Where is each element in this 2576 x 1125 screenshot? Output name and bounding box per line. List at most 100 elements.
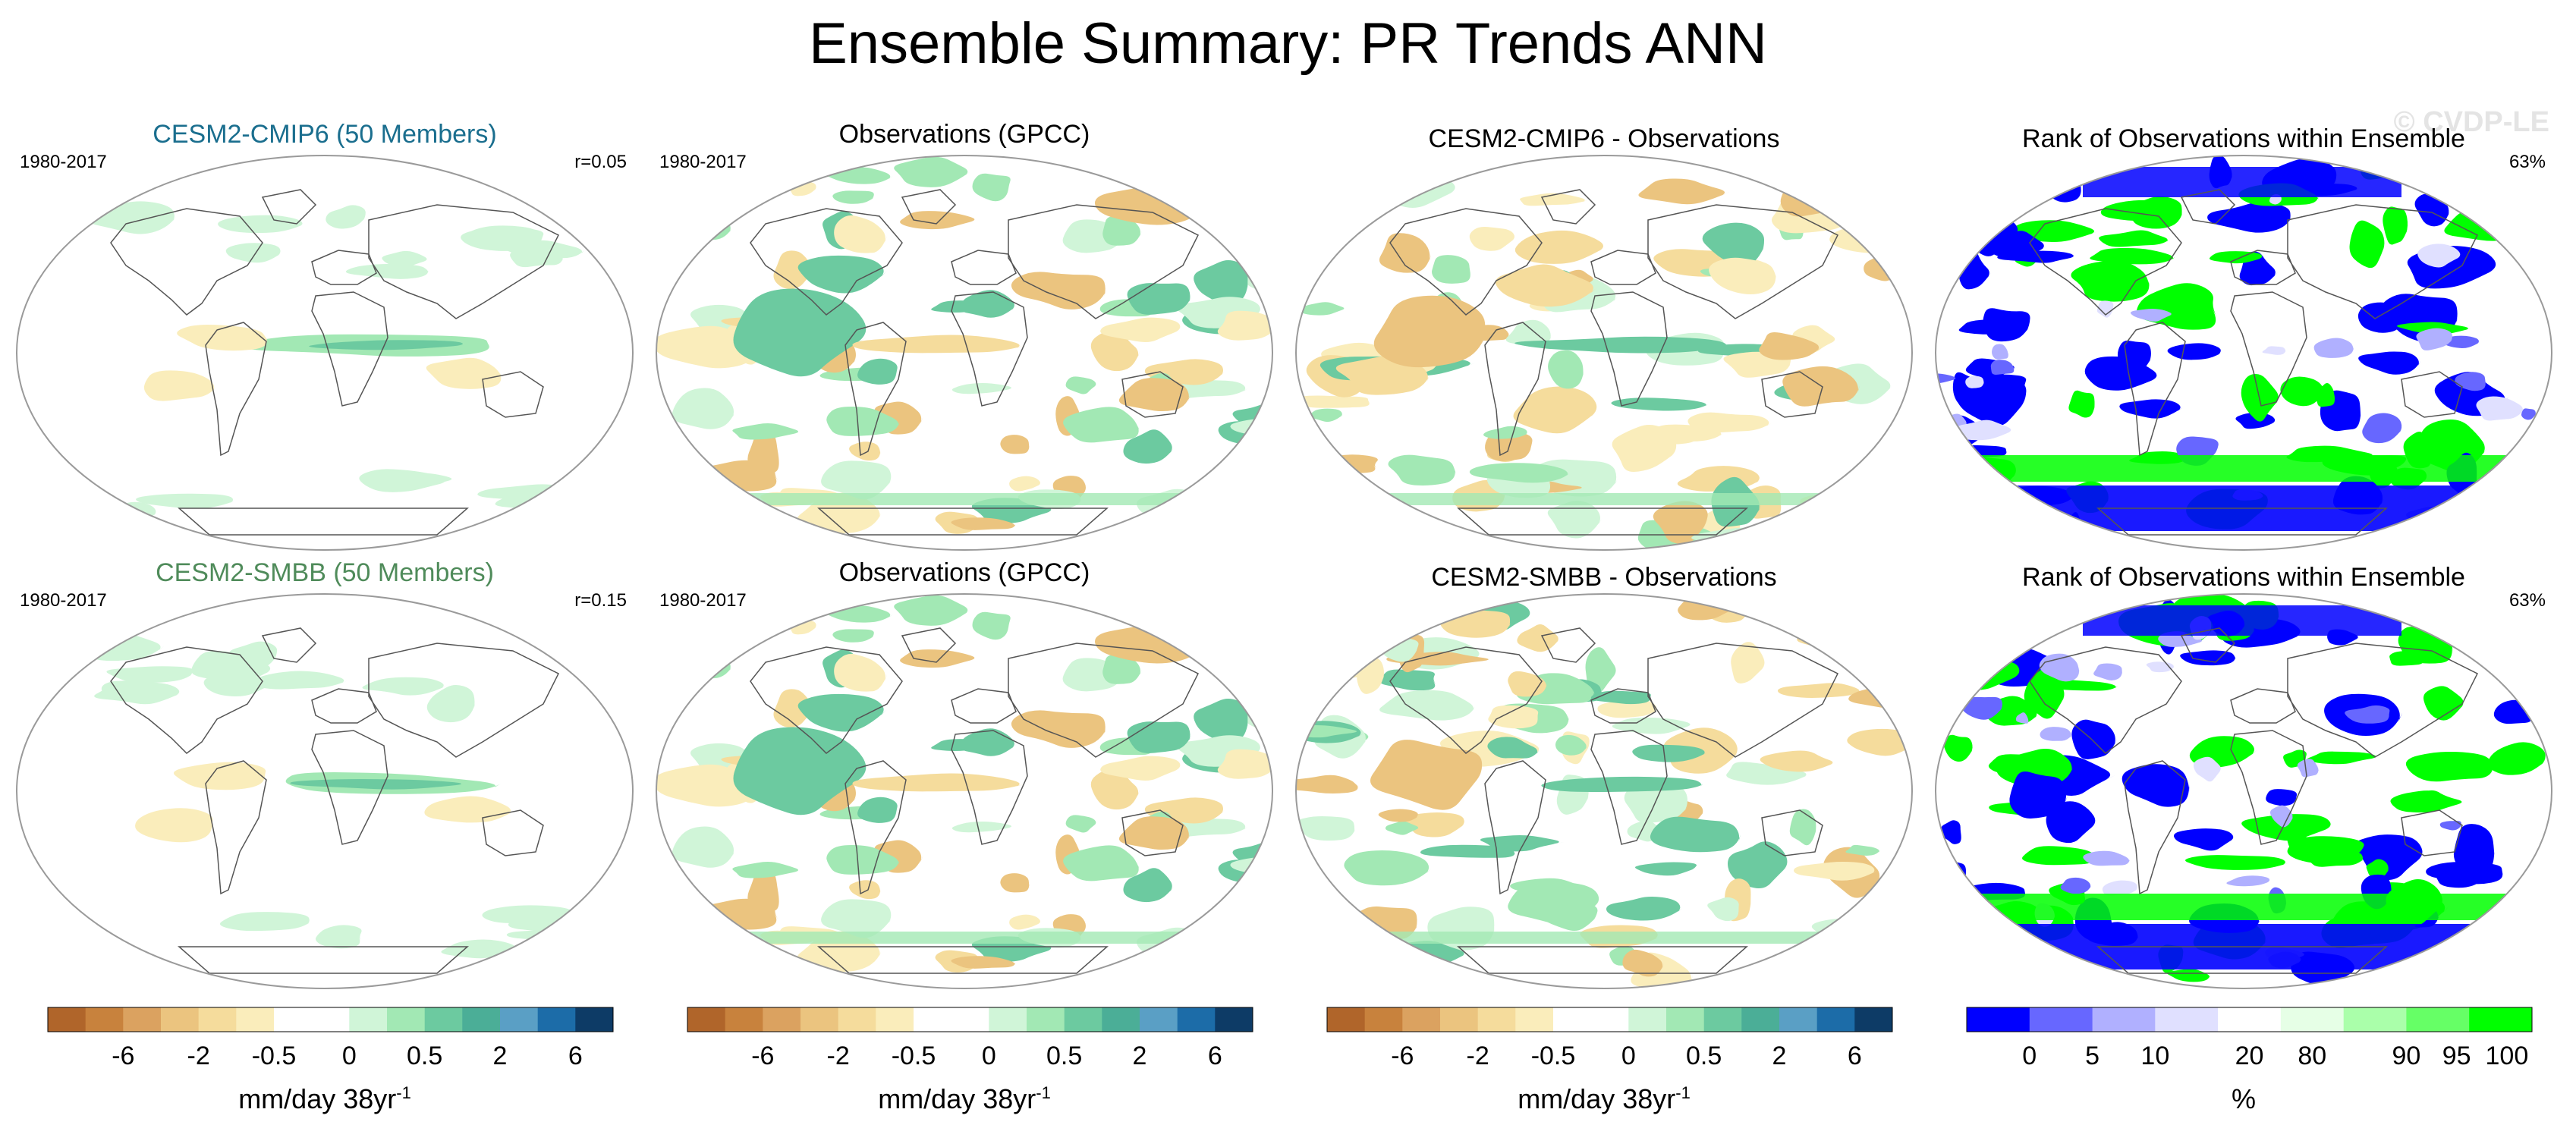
colorbar-tick: 2 [1772,1042,1787,1070]
coastline [1457,946,1748,974]
colorbar-tick: 0.5 [1046,1042,1083,1070]
drying-patch [1822,191,1889,206]
wetting-patch [101,680,148,700]
coastline [110,208,263,316]
colorbar-swatch [1440,1007,1479,1032]
map [1935,593,2552,989]
rank-patch [2009,771,2068,819]
rank-patch [2445,957,2493,966]
wetting-patch [219,912,311,932]
rank-patch [2349,220,2386,269]
colorbar-swatches [1326,1007,1893,1032]
colorbar-label: mm/day 38yr-1 [238,1083,411,1114]
equatorial-wet-core [309,340,467,350]
coastline [1761,371,1823,418]
drying-patch [1731,642,1766,683]
southern-ocean-band [1296,932,1912,944]
maritime-dry [1370,740,1483,810]
drying-patch [1687,412,1772,433]
drying-patch [1495,264,1599,307]
colorbar-tick: 0 [1621,1042,1636,1070]
rank-patch [1959,696,2003,720]
wetting-patch [972,611,1011,640]
wetting-patch [1173,608,1213,619]
rank-patch [1945,922,1966,948]
wetting-patch [1298,302,1347,316]
colorbar-frame [1966,1007,2533,1032]
coastline [1647,643,1839,758]
coastline [951,291,1028,407]
drying-patch [1638,178,1730,205]
wetting-patch [685,159,722,200]
map-field [656,594,1272,988]
wetting-patch [797,255,887,294]
rank-patch [2030,594,2082,627]
coastline [1484,760,1546,895]
panel-period: 1980-2017 [20,590,107,611]
wetting-patch [1650,816,1741,853]
panel-title: CESM2-SMBB - Observations [1431,563,1777,592]
drying-patch [1379,233,1432,273]
colorbar-swatch [1327,1007,1366,1032]
colorbar-tick: 2 [492,1042,508,1070]
rank-patch [2102,880,2138,896]
wetting-patch [658,612,707,655]
rank-patch [1958,319,2026,335]
panel-stat: r=0.15 [574,590,627,611]
colorbar-tick: 90 [2392,1042,2421,1070]
colorbar-swatch [951,1007,989,1032]
wetting-patch [249,671,349,690]
wetting-patch [362,677,448,696]
colorbar-frame [47,1007,614,1032]
rank-patch [2166,969,2210,982]
drying-patch [1118,816,1190,850]
coastline [951,250,1017,285]
wetting-patch [894,156,971,187]
wetting-patch [797,693,887,732]
map-field [656,156,1272,550]
colorbar-tick: 20 [2235,1042,2264,1070]
rank-patch [2383,206,2409,245]
drying-patch [1211,177,1261,206]
coastline [110,646,263,754]
rank-patch [2269,805,2294,828]
wetting-patch [894,595,971,626]
colorbar-swatch [575,1007,614,1032]
coastline [311,688,377,724]
rank-patch [2470,482,2518,492]
drying-patch [1298,454,1378,474]
map-field [17,594,633,988]
rank-patch [2455,372,2486,391]
drying-patch [1760,750,1836,772]
wetting-patch [832,629,874,643]
map-field [1296,594,1912,988]
colorbar-swatch [424,1007,463,1032]
colorbar-swatch [1402,1007,1441,1032]
colorbar-swatch [1741,1007,1780,1032]
wetting-patch [670,213,732,240]
coastline [2287,643,2479,758]
colorbar-swatch [1628,1007,1667,1032]
map-border [656,593,1273,989]
rank-patch [1997,250,2076,263]
wetting-patch [658,174,707,216]
coastline [178,946,469,974]
colorbar-swatch [763,1007,801,1032]
colorbar-swatch [2092,1007,2156,1032]
colorbar-tick: 10 [2140,1042,2170,1070]
colorbar-swatches [1966,1007,2533,1032]
rank-patch [2071,719,2118,759]
colorbar-tick: 100 [2485,1042,2529,1070]
wetting-patch [1102,216,1142,246]
drying-patch [1296,775,1360,793]
colorbar-swatch [2469,1007,2533,1032]
page-title: Ensemble Summary: PR Trends ANN [809,11,1767,76]
panel-cmip6-mean: CESM2-CMIP6 (50 Members) 1980-2017 r=0.0… [6,114,643,554]
coastline [205,760,267,895]
rank-patch [2453,824,2495,874]
coastline [845,760,907,895]
wetting-patch [1432,255,1471,284]
panel-title: Rank of Observations within Ensemble [2022,124,2465,153]
rank-patch [1992,344,2009,360]
wetting-patch [382,250,430,268]
